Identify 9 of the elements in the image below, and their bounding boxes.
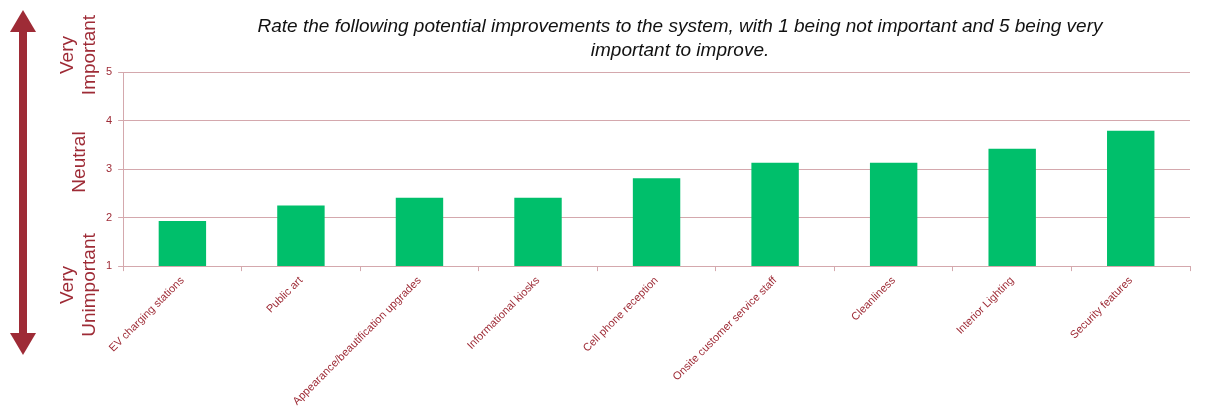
y-tick-label: 3 bbox=[105, 162, 113, 175]
y-tick-label: 1 bbox=[105, 259, 113, 272]
text: Very Important bbox=[56, 14, 101, 96]
text: Neutral bbox=[67, 131, 90, 193]
y-tick-label: 5 bbox=[105, 65, 113, 78]
y-tick-label: 2 bbox=[105, 210, 113, 223]
text: Very Unimportant bbox=[55, 233, 100, 337]
y-tick-label: 4 bbox=[105, 113, 113, 126]
chart-title: Rate the following potential improvements to the system, with 1 being not important and 5 being very important to improve. bbox=[256, 14, 1105, 62]
